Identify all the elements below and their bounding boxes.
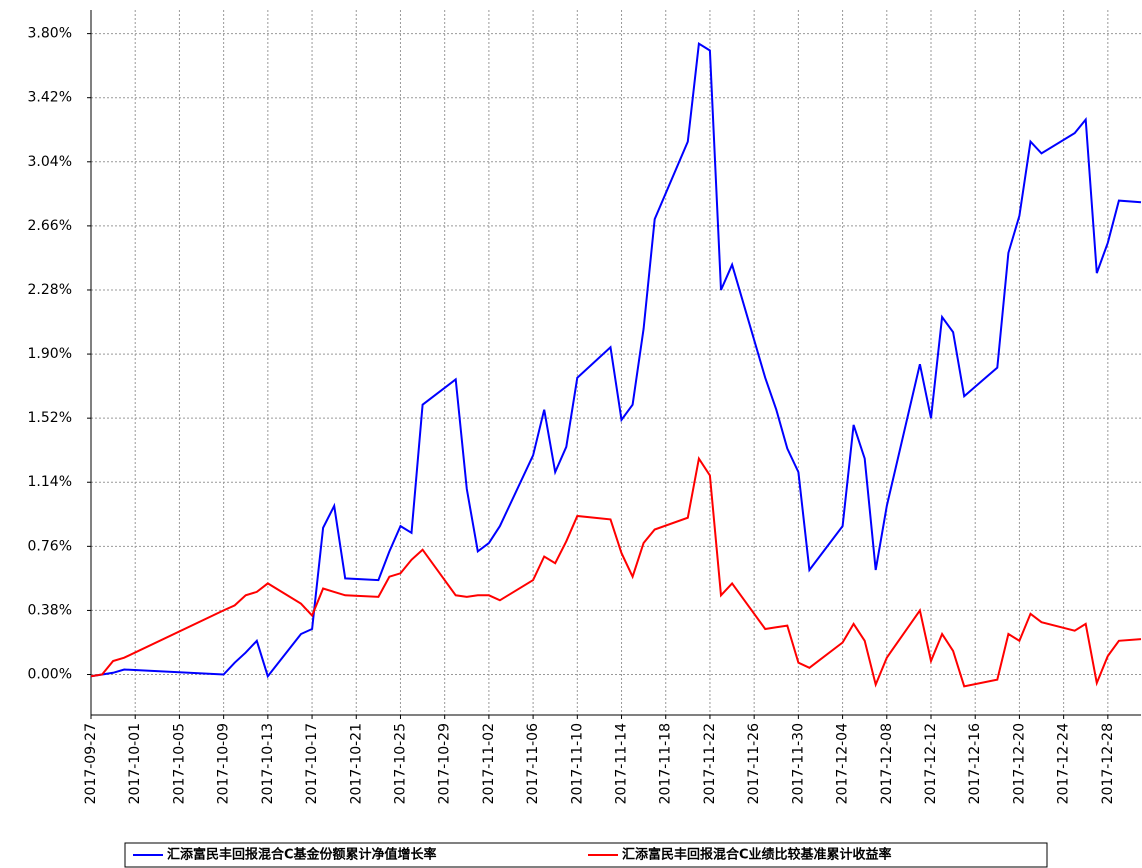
x-tick-label: 2017-12-20 <box>1011 723 1027 804</box>
y-tick-label: 1.90% <box>28 346 72 362</box>
x-tick-label: 2017-11-10 <box>569 723 585 804</box>
data-line <box>90 42 1142 679</box>
y-tick-label: 0.00% <box>28 667 72 683</box>
data-line <box>90 455 1142 688</box>
x-tick-label: 2017-12-08 <box>879 723 895 804</box>
x-tick-label: 2017-10-09 <box>216 723 232 804</box>
y-tick-label: 2.66% <box>28 218 72 234</box>
x-tick-label: 2017-11-02 <box>481 723 497 804</box>
x-tick-label: 2017-12-16 <box>967 723 983 804</box>
x-tick-label: 2017-10-29 <box>437 723 453 804</box>
x-tick-label: 2017-12-12 <box>923 723 939 804</box>
x-tick-label: 2017-10-21 <box>348 723 364 804</box>
x-tick-label: 2017-09-27 <box>83 723 99 804</box>
x-tick-label: 2017-10-13 <box>260 723 276 804</box>
x-tick-label: 2017-11-06 <box>525 723 541 804</box>
y-tick-label: 0.76% <box>28 538 72 554</box>
x-tick-label: 2017-11-18 <box>658 723 674 804</box>
y-tick-label: 1.14% <box>28 474 72 490</box>
legend-box <box>124 842 1048 868</box>
x-tick-label: 2017-12-24 <box>1056 723 1072 804</box>
y-tick-label: 3.42% <box>28 90 72 106</box>
y-tick-label: 0.38% <box>28 602 72 618</box>
y-tick-label: 2.28% <box>28 282 72 298</box>
x-tick-label: 2017-11-14 <box>614 723 630 804</box>
y-tick-label: 1.52% <box>28 410 72 426</box>
x-tick-label: 2017-12-28 <box>1100 723 1116 804</box>
legend-label: 汇添富民丰回报混合C基金份额累计净值增长率 <box>167 847 437 863</box>
x-tick-label: 2017-10-25 <box>392 723 408 804</box>
x-tick-label: 2017-10-05 <box>171 723 187 804</box>
y-tick-label: 3.80% <box>28 26 72 42</box>
x-tick-label: 2017-12-04 <box>835 723 851 804</box>
x-tick-label: 2017-10-17 <box>304 723 320 804</box>
x-tick-label: 2017-10-01 <box>127 723 143 804</box>
x-tick-label: 2017-11-22 <box>702 723 718 804</box>
x-tick-label: 2017-11-26 <box>746 723 762 804</box>
legend-label: 汇添富民丰回报混合C业绩比较基准累计收益率 <box>622 847 892 863</box>
y-tick-label: 3.04% <box>28 154 72 170</box>
x-tick-label: 2017-11-30 <box>790 723 806 804</box>
